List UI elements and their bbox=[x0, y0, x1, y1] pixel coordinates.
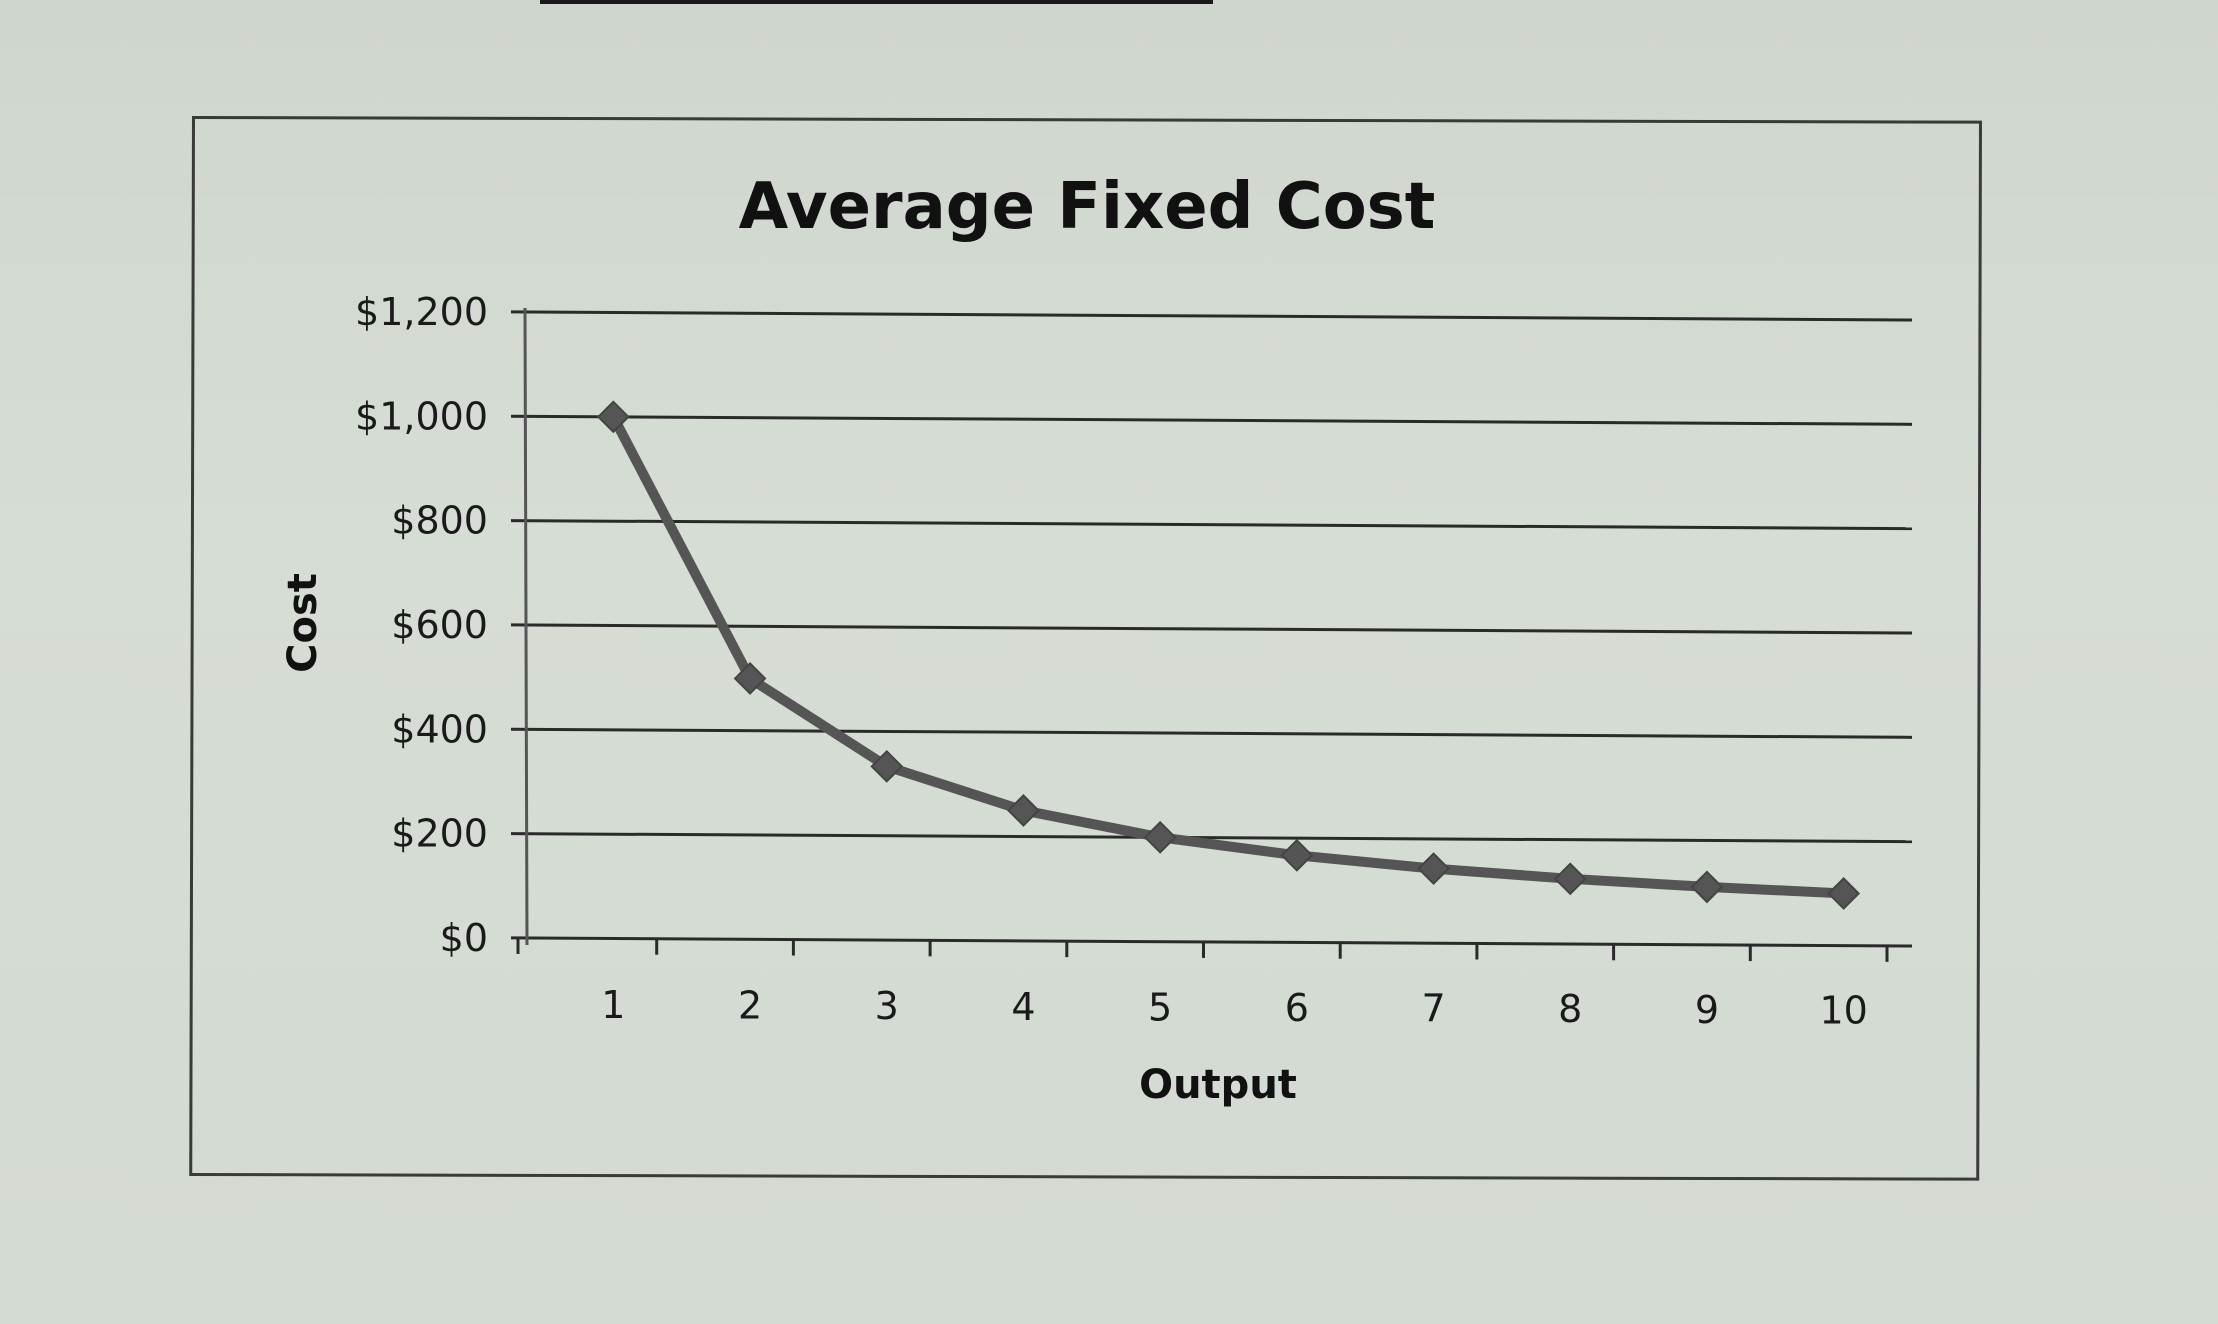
diamond-marker-icon bbox=[1827, 877, 1861, 910]
y-tick-label: $1,200 bbox=[355, 290, 488, 334]
x-tick-label: 7 bbox=[1421, 987, 1445, 1031]
y-tick-label: $1,000 bbox=[355, 394, 488, 438]
x-tick-label: 5 bbox=[1148, 985, 1172, 1029]
diamond-marker-icon bbox=[1280, 838, 1314, 872]
page-top-rule bbox=[540, 0, 1213, 4]
y-axis-line bbox=[523, 307, 529, 946]
gridline bbox=[510, 519, 1913, 531]
diamond-marker-icon bbox=[733, 662, 767, 695]
gridlines bbox=[510, 310, 1913, 948]
diamond-marker-icon bbox=[1143, 820, 1177, 854]
x-tick-label: 3 bbox=[875, 984, 899, 1028]
y-axis-title: Cost bbox=[280, 573, 326, 673]
y-tick-label: $0 bbox=[440, 916, 488, 960]
x-tick-label: 2 bbox=[738, 984, 762, 1028]
diamond-marker-icon bbox=[1690, 870, 1724, 904]
gridline bbox=[510, 832, 1913, 844]
y-tick-label: $800 bbox=[391, 499, 488, 543]
gridline bbox=[510, 414, 1913, 426]
gridline bbox=[510, 936, 1913, 948]
x-tick-label: 9 bbox=[1695, 988, 1719, 1032]
y-axis-tick-labels: $0 $200 $400 $600 $800 $1,000 $1,200 bbox=[355, 290, 488, 960]
diamond-marker-icon bbox=[1553, 862, 1587, 896]
series-line bbox=[608, 414, 1844, 899]
gridline bbox=[510, 623, 1913, 635]
x-axis-tick-labels: 1 2 3 4 5 6 7 8 9 10 bbox=[601, 983, 1868, 1032]
x-tick-label: 8 bbox=[1558, 987, 1582, 1031]
gridline bbox=[510, 727, 1913, 739]
x-tick-label: 6 bbox=[1285, 986, 1309, 1030]
x-axis bbox=[516, 937, 1889, 962]
diamond-marker-icon bbox=[1417, 852, 1450, 886]
gridline bbox=[510, 310, 1913, 322]
y-tick-label: $600 bbox=[391, 603, 488, 647]
y-tick-label: $200 bbox=[391, 812, 488, 856]
diamond-marker-icon bbox=[870, 749, 904, 783]
x-tick-label: 4 bbox=[1011, 985, 1035, 1029]
x-tick-label: 1 bbox=[601, 983, 625, 1027]
chart-title: Average Fixed Cost bbox=[739, 170, 1436, 244]
diamond-marker-icon bbox=[596, 400, 630, 434]
x-tick-label: 10 bbox=[1819, 988, 1867, 1032]
diamond-marker-icon bbox=[1007, 794, 1040, 827]
y-tick-label: $400 bbox=[391, 707, 488, 751]
x-axis-title: Output bbox=[1139, 1062, 1297, 1108]
data-series bbox=[596, 400, 1861, 910]
